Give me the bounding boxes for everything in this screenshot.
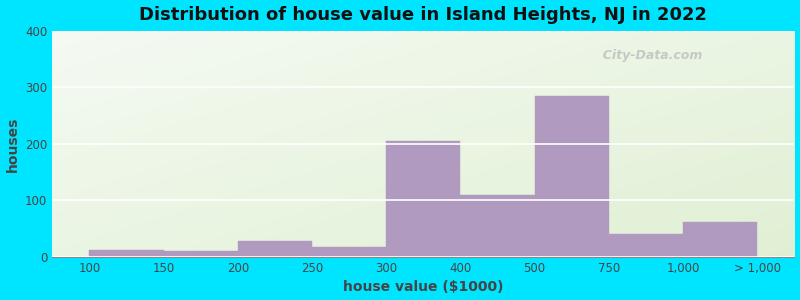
Y-axis label: houses: houses	[6, 116, 19, 172]
Bar	[609, 234, 683, 257]
Bar	[90, 250, 163, 257]
Bar	[312, 247, 386, 257]
X-axis label: house value ($1000): house value ($1000)	[343, 280, 503, 294]
Title: Distribution of house value in Island Heights, NJ in 2022: Distribution of house value in Island He…	[139, 6, 707, 24]
Bar	[163, 251, 238, 257]
Bar	[534, 96, 609, 257]
Bar	[386, 141, 461, 257]
Bar	[238, 241, 312, 257]
Bar	[461, 195, 534, 257]
Bar	[683, 222, 758, 257]
Text: City-Data.com: City-Data.com	[594, 49, 702, 62]
